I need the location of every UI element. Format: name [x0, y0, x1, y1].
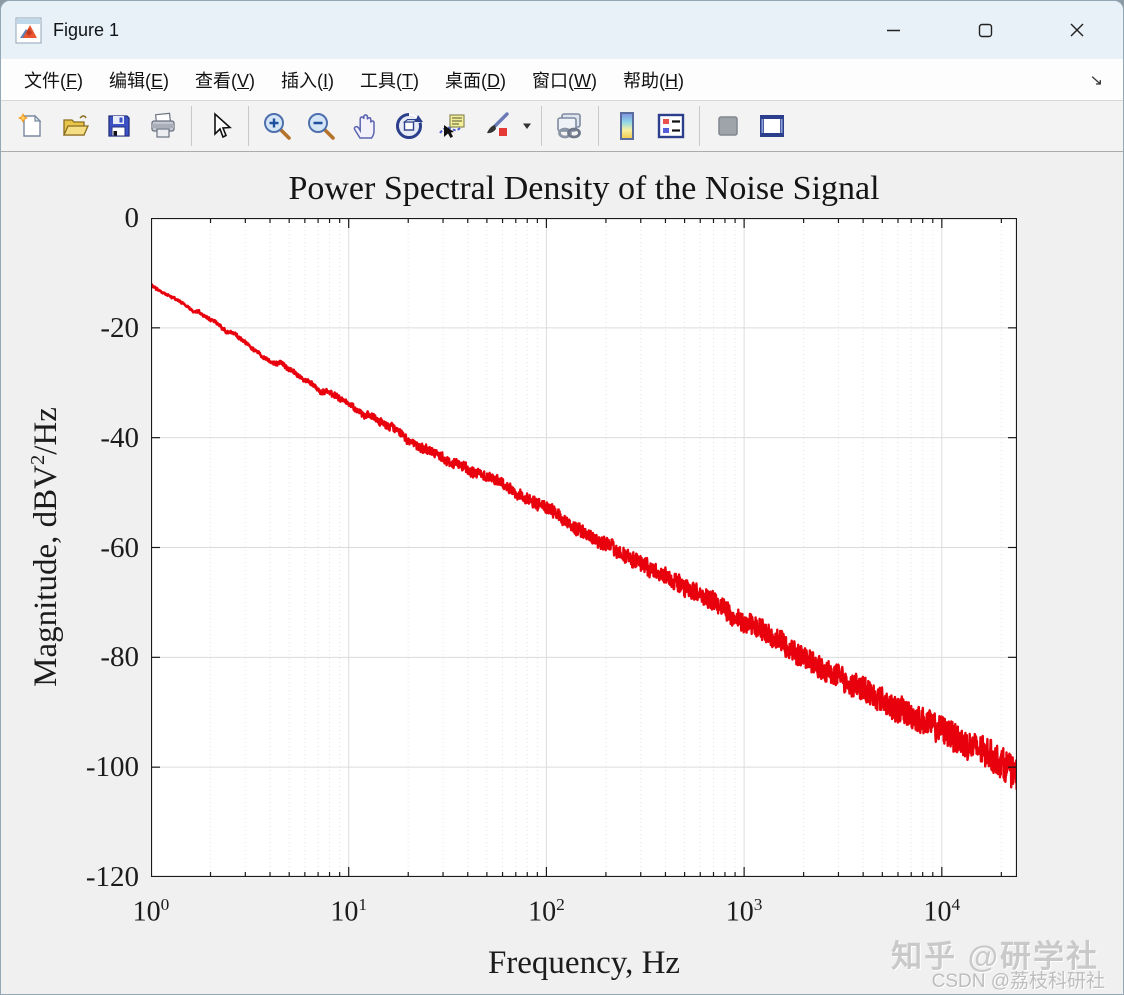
menu-help[interactable]: 帮助(H) — [623, 70, 685, 91]
toolbar-separator — [699, 106, 700, 146]
print-icon — [151, 112, 175, 138]
minimize-button[interactable] — [847, 1, 939, 59]
x-axis-label: Frequency, Hz — [487, 945, 681, 981]
open-file-button[interactable] — [53, 104, 97, 148]
psd-plot[interactable] — [149, 217, 1019, 878]
data-cursor-button[interactable] — [431, 104, 475, 148]
toolbar-separator — [541, 106, 542, 146]
hide-plot-tools-button[interactable] — [706, 104, 750, 148]
pan-button[interactable] — [343, 104, 387, 148]
window-title: Figure 1 — [53, 19, 120, 40]
data-cursor-icon — [439, 114, 465, 138]
menu-window[interactable]: 窗口(W) — [532, 70, 598, 91]
menu-tools[interactable]: 工具(T) — [360, 70, 420, 91]
dock-arrow-icon[interactable]: ↘ — [1089, 71, 1104, 89]
x-tick-label: 100 — [132, 895, 170, 928]
y-tick-label: -20 — [100, 311, 139, 344]
colorbar-icon — [620, 112, 634, 140]
save-icon — [108, 115, 130, 137]
menu-view[interactable]: 查看(V) — [195, 70, 256, 91]
matlab-figure-icon — [15, 17, 42, 43]
arrow-cursor-icon — [214, 112, 232, 139]
link-icon — [557, 113, 581, 139]
toolbar — [1, 101, 1123, 152]
titlebar: Figure 1 — [1, 1, 1123, 59]
watermark-zhihu: 知乎 @研学社 — [891, 939, 1099, 974]
zoom-out-icon — [308, 113, 335, 140]
link-plot-button[interactable] — [548, 104, 592, 148]
y-tick-label: -40 — [100, 421, 139, 454]
new-figure-button[interactable] — [9, 104, 53, 148]
watermark-csdn: CSDN @荔枝科研社 — [931, 971, 1105, 992]
menu-file[interactable]: 文件(F) — [24, 70, 83, 91]
x-tick-label: 104 — [923, 895, 961, 928]
brush-dropdown-button[interactable] — [519, 104, 535, 148]
y-tick-label: -60 — [100, 531, 139, 564]
zoom-in-button[interactable] — [255, 104, 299, 148]
menu-desktop[interactable]: 桌面(D) — [445, 70, 507, 91]
chevron-down-icon — [523, 123, 531, 129]
zoom-out-button[interactable] — [299, 104, 343, 148]
y-tick-label: -80 — [100, 641, 139, 674]
rotate-3d-button[interactable] — [387, 104, 431, 148]
edit-plot-button[interactable] — [198, 104, 242, 148]
brush-button[interactable] — [475, 104, 519, 148]
legend-icon — [657, 113, 685, 139]
toolbar-separator — [248, 106, 249, 146]
figure-canvas: Power Spectral Density of the Noise Sign… — [1, 152, 1123, 994]
y-tick-label: 0 — [124, 202, 140, 234]
zoom-in-icon — [264, 113, 291, 140]
new-figure-icon — [18, 113, 42, 137]
rotate-3d-icon — [396, 112, 423, 139]
hide-plot-tools-icon — [718, 116, 738, 136]
print-figure-button[interactable] — [141, 104, 185, 148]
x-tick-label: 103 — [725, 895, 763, 928]
insert-colorbar-button[interactable] — [605, 104, 649, 148]
toolbar-separator — [191, 106, 192, 146]
pan-hand-icon — [353, 114, 375, 139]
show-plot-tools-dock-button[interactable] — [750, 104, 794, 148]
y-tick-label: -120 — [85, 861, 139, 893]
open-folder-icon — [62, 115, 90, 136]
menu-insert[interactable]: 插入(I) — [281, 70, 335, 91]
minimize-icon — [886, 29, 900, 31]
close-icon — [1070, 23, 1084, 37]
dock-figure-icon — [760, 115, 784, 137]
close-button[interactable] — [1031, 1, 1123, 59]
save-figure-button[interactable] — [97, 104, 141, 148]
brush-icon — [487, 112, 509, 136]
y-tick-label: -100 — [85, 751, 139, 784]
menu-edit[interactable]: 编辑(E) — [109, 70, 170, 91]
insert-legend-button[interactable] — [649, 104, 693, 148]
menubar: 文件(F) 编辑(E) 查看(V) 插入(I) 工具(T) 桌面(D) 窗口(W… — [1, 59, 1123, 101]
maximize-icon — [978, 23, 992, 37]
maximize-button[interactable] — [939, 1, 1031, 59]
chart-title: Power Spectral Density of the Noise Sign… — [288, 170, 880, 207]
x-tick-label: 102 — [528, 895, 565, 928]
plot-area[interactable] — [149, 217, 1019, 878]
toolbar-separator — [598, 106, 599, 146]
x-tick-label: 101 — [330, 895, 368, 928]
